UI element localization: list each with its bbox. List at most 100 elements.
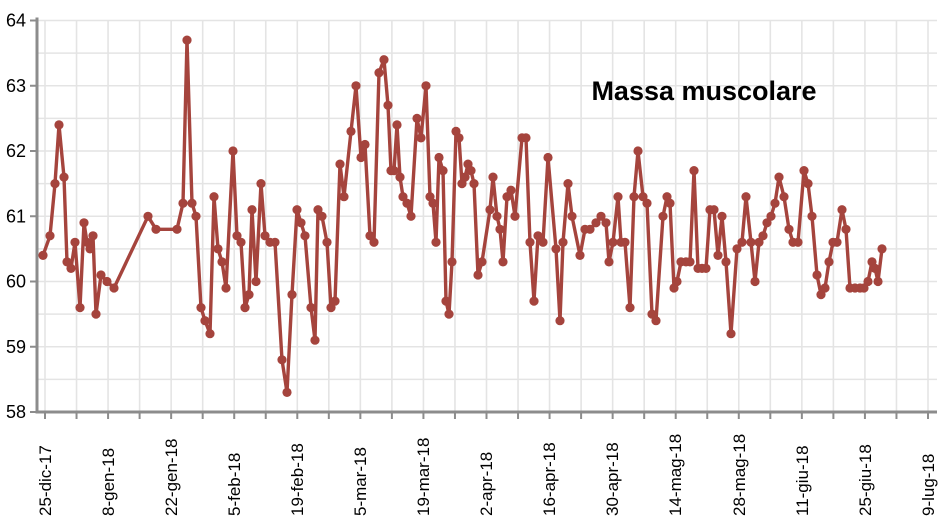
data-point-marker [251, 276, 261, 287]
x-tick-label: 16-apr-18 [540, 442, 559, 516]
x-tick-label: 25-giu-18 [856, 444, 875, 516]
data-point-marker [322, 237, 332, 247]
data-line [41, 38, 884, 395]
data-point-marker [317, 211, 327, 221]
data-point-marker [306, 303, 316, 313]
data-point-marker [228, 146, 238, 156]
data-point-marker [488, 172, 498, 182]
x-tick-label: 28-mag-18 [730, 434, 749, 516]
x-tick-label: 19-feb-18 [288, 443, 307, 516]
data-point-marker [209, 192, 219, 202]
x-tick-label: 8-gen-18 [99, 448, 118, 516]
data-point-marker [538, 237, 548, 247]
data-point-marker [717, 211, 727, 221]
data-point-marker [601, 218, 611, 228]
data-point-marker [200, 316, 210, 326]
data-point-marker [758, 231, 768, 241]
data-point-marker [877, 244, 887, 254]
data-point-marker [870, 263, 880, 273]
data-point-marker [721, 257, 731, 267]
data-point-marker [689, 166, 699, 176]
x-tick-label: 11-giu-18 [793, 445, 812, 516]
data-point-marker [803, 179, 813, 189]
data-point-marker [240, 303, 250, 313]
data-point-marker [812, 270, 822, 280]
data-point-marker [402, 198, 412, 208]
data-point-marker [389, 166, 399, 176]
data-point-marker [187, 198, 197, 208]
data-point-marker [824, 257, 834, 267]
data-point-marker [356, 152, 366, 163]
data-point-marker [567, 211, 577, 221]
data-point-marker [191, 211, 201, 221]
data-point-marker [406, 211, 416, 221]
data-point-marker [339, 192, 349, 202]
chart-title: Massa muscolare [591, 76, 817, 106]
data-point-marker [495, 224, 505, 234]
data-point-marker [54, 120, 64, 130]
data-point-marker [434, 152, 444, 163]
data-point-marker [310, 335, 320, 345]
x-tick-label: 25-dic-17 [36, 445, 55, 516]
data-point-marker [444, 309, 454, 319]
data-point-marker [260, 231, 270, 241]
data-point-marker [613, 192, 623, 202]
data-point-marker [335, 159, 345, 169]
data-point-marker [96, 270, 106, 280]
data-point-marker [774, 172, 784, 182]
data-point-marker [529, 296, 539, 306]
data-point-marker [625, 303, 635, 313]
data-point-marker [172, 224, 182, 234]
data-point-marker [525, 237, 535, 247]
y-tick-label: 59 [6, 337, 26, 357]
data-point-marker [196, 303, 206, 313]
data-point-marker [737, 237, 747, 247]
data-point-marker [741, 192, 751, 202]
x-tick-label: 19-mar-18 [414, 438, 433, 516]
data-point-marker [88, 231, 98, 241]
x-tick-label: 2-apr-18 [477, 452, 496, 516]
data-point-marker [746, 237, 756, 247]
data-point-marker [79, 218, 89, 228]
data-point-marker [665, 198, 675, 208]
data-point-marker [841, 224, 851, 234]
data-point-marker [75, 303, 85, 313]
y-tick-label: 60 [6, 272, 26, 292]
data-point-marker [629, 192, 639, 202]
data-point-marker [563, 179, 573, 189]
data-point-marker [91, 309, 101, 319]
data-point-marker [330, 296, 340, 306]
data-point-marker [244, 290, 254, 300]
data-point-marker [793, 237, 803, 247]
data-point-marker [477, 257, 487, 267]
y-tick-label: 61 [6, 206, 26, 226]
data-point-marker [732, 244, 742, 254]
data-point-marker [558, 237, 568, 247]
data-point-marker [832, 237, 842, 247]
data-point-marker [447, 257, 457, 267]
data-point-marker [873, 276, 883, 287]
data-point-marker [395, 172, 405, 182]
data-point-marker [351, 81, 361, 91]
data-point-marker [709, 205, 719, 215]
data-point-marker [247, 205, 257, 215]
data-point-marker [66, 263, 76, 273]
data-point-marker [784, 224, 794, 234]
data-point-marker [416, 133, 426, 143]
data-point-marker [555, 316, 565, 326]
data-point-marker [412, 113, 422, 123]
y-tick-label: 63 [6, 76, 26, 96]
data-point-marker [521, 133, 531, 143]
data-point-marker [85, 244, 95, 254]
gridlines [37, 19, 937, 412]
data-point-marker [466, 166, 476, 176]
data-point-marker [863, 276, 873, 287]
data-point-marker [779, 192, 789, 202]
data-point-marker [428, 198, 438, 208]
x-tick-label: 30-apr-18 [603, 442, 622, 516]
data-point-marker [296, 218, 306, 228]
data-point-marker [647, 309, 657, 319]
data-points [38, 35, 887, 397]
